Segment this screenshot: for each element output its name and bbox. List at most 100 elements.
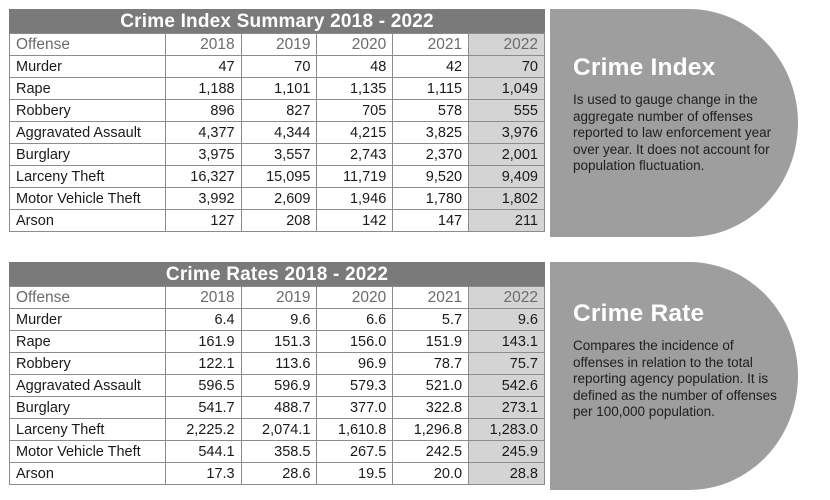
value-cell-2020: 48: [316, 55, 394, 78]
value-cell-2018: 47: [164, 55, 242, 78]
offense-cell: Arson: [9, 462, 166, 485]
crime-index-table: Offense 2018 2019 2020 2021 2022 Murder 4…: [9, 33, 545, 232]
value-cell-2019: 2,609: [240, 187, 318, 210]
offense-cell: Larceny Theft: [9, 165, 166, 188]
offense-cell: Motor Vehicle Theft: [9, 440, 166, 463]
value-cell-2022: 1,049: [468, 77, 545, 100]
offense-cell: Murder: [9, 308, 166, 331]
value-cell-2022: 3,976: [468, 121, 545, 144]
offense-cell: Aggravated Assault: [9, 121, 166, 144]
value-cell-2018: 122.1: [164, 352, 242, 375]
value-cell-2019: 113.6: [240, 352, 318, 375]
value-cell-2018: 2,225.2: [164, 418, 242, 441]
table-row: Aggravated Assault 4,377 4,344 4,215 3,825 3,…: [9, 121, 545, 144]
value-cell-2019: 15,095: [240, 165, 318, 188]
value-cell-2022: 211: [468, 209, 545, 232]
table-row: Robbery 896 827 705 578 555: [9, 99, 545, 122]
header-2021: 2021: [392, 286, 470, 309]
value-cell-2018: 6.4: [164, 308, 242, 331]
header-2022: 2022: [468, 33, 545, 56]
value-cell-2022: 273.1: [468, 396, 545, 419]
value-cell-2018: 16,327: [164, 165, 242, 188]
value-cell-2018: 1,188: [164, 77, 242, 100]
value-cell-2021: 3,825: [392, 121, 470, 144]
value-cell-2020: 96.9: [316, 352, 394, 375]
value-cell-2019: 208: [240, 209, 318, 232]
offense-cell: Robbery: [9, 99, 166, 122]
value-cell-2018: 3,975: [164, 143, 242, 166]
value-cell-2020: 142: [316, 209, 394, 232]
offense-cell: Arson: [9, 209, 166, 232]
offense-cell: Rape: [9, 77, 166, 100]
header-2021: 2021: [392, 33, 470, 56]
offense-cell: Aggravated Assault: [9, 374, 166, 397]
value-cell-2022: 9.6: [468, 308, 545, 331]
value-cell-2021: 322.8: [392, 396, 470, 419]
offense-cell: Larceny Theft: [9, 418, 166, 441]
value-cell-2019: 3,557: [240, 143, 318, 166]
table-row: Robbery 122.1 113.6 96.9 78.7 75.7: [9, 352, 545, 375]
value-cell-2021: 5.7: [392, 308, 470, 331]
value-cell-2022: 245.9: [468, 440, 545, 463]
value-cell-2022: 542.6: [468, 374, 545, 397]
crime-rate-panel-title: Crime Rate: [573, 300, 705, 327]
header-offense: Offense: [9, 33, 166, 56]
value-cell-2018: 541.7: [164, 396, 242, 419]
header-2018: 2018: [164, 33, 242, 56]
value-cell-2021: 521.0: [392, 374, 470, 397]
offense-cell: Robbery: [9, 352, 166, 375]
value-cell-2018: 896: [164, 99, 242, 122]
value-cell-2022: 1,802: [468, 187, 545, 210]
crime-rate-table: Offense 2018 2019 2020 2021 2022 Murder 6…: [9, 286, 545, 485]
table-row: Larceny Theft 16,327 15,095 11,719 9,520 9,40…: [9, 165, 545, 188]
value-cell-2021: 2,370: [392, 143, 470, 166]
table-row: Arson 127 208 142 147 211: [9, 209, 545, 232]
value-cell-2019: 358.5: [240, 440, 318, 463]
value-cell-2020: 4,215: [316, 121, 394, 144]
crime-rate-info-panel: Crime Rate Compares the incidence of off…: [550, 262, 798, 490]
offense-cell: Motor Vehicle Theft: [9, 187, 166, 210]
value-cell-2020: 11,719: [316, 165, 394, 188]
table-row: Motor Vehicle Theft 544.1 358.5 267.5 242.5 2…: [9, 440, 545, 463]
value-cell-2022: 9,409: [468, 165, 545, 188]
table-row: Murder 47 70 48 42 70: [9, 55, 545, 78]
header-2019: 2019: [240, 33, 318, 56]
value-cell-2021: 242.5: [392, 440, 470, 463]
crime-rate-table-block: Crime Rates 2018 - 2022 Offense 2018 201…: [9, 262, 545, 485]
value-cell-2022: 1,283.0: [468, 418, 545, 441]
value-cell-2021: 20.0: [392, 462, 470, 485]
value-cell-2018: 4,377: [164, 121, 242, 144]
value-cell-2019: 70: [240, 55, 318, 78]
value-cell-2019: 2,074.1: [240, 418, 318, 441]
value-cell-2020: 267.5: [316, 440, 394, 463]
header-2019: 2019: [240, 286, 318, 309]
value-cell-2019: 151.3: [240, 330, 318, 353]
value-cell-2021: 147: [392, 209, 470, 232]
table-row: Larceny Theft 2,225.2 2,074.1 1,610.8 1,296.…: [9, 418, 545, 441]
table-row: Motor Vehicle Theft 3,992 2,609 1,946 1,780 1…: [9, 187, 545, 210]
crime-index-title: Crime Index Summary 2018 - 2022: [9, 9, 545, 33]
value-cell-2019: 596.9: [240, 374, 318, 397]
header-offense: Offense: [9, 286, 166, 309]
value-cell-2019: 827: [240, 99, 318, 122]
value-cell-2020: 1,135: [316, 77, 394, 100]
offense-cell: Burglary: [9, 396, 166, 419]
value-cell-2019: 4,344: [240, 121, 318, 144]
value-cell-2020: 19.5: [316, 462, 394, 485]
offense-cell: Murder: [9, 55, 166, 78]
value-cell-2020: 377.0: [316, 396, 394, 419]
value-cell-2022: 75.7: [468, 352, 545, 375]
value-cell-2021: 151.9: [392, 330, 470, 353]
value-cell-2020: 2,743: [316, 143, 394, 166]
table-row: Murder 6.4 9.6 6.6 5.7 9.6: [9, 308, 545, 331]
value-cell-2020: 1,610.8: [316, 418, 394, 441]
value-cell-2020: 156.0: [316, 330, 394, 353]
value-cell-2018: 161.9: [164, 330, 242, 353]
value-cell-2021: 1,780: [392, 187, 470, 210]
value-cell-2021: 1,296.8: [392, 418, 470, 441]
table-header-row: Offense 2018 2019 2020 2021 2022: [9, 286, 545, 309]
crime-index-panel-text: Is used to gauge change in the aggregate…: [573, 92, 772, 173]
value-cell-2020: 1,946: [316, 187, 394, 210]
value-cell-2020: 579.3: [316, 374, 394, 397]
header-2020: 2020: [316, 33, 394, 56]
